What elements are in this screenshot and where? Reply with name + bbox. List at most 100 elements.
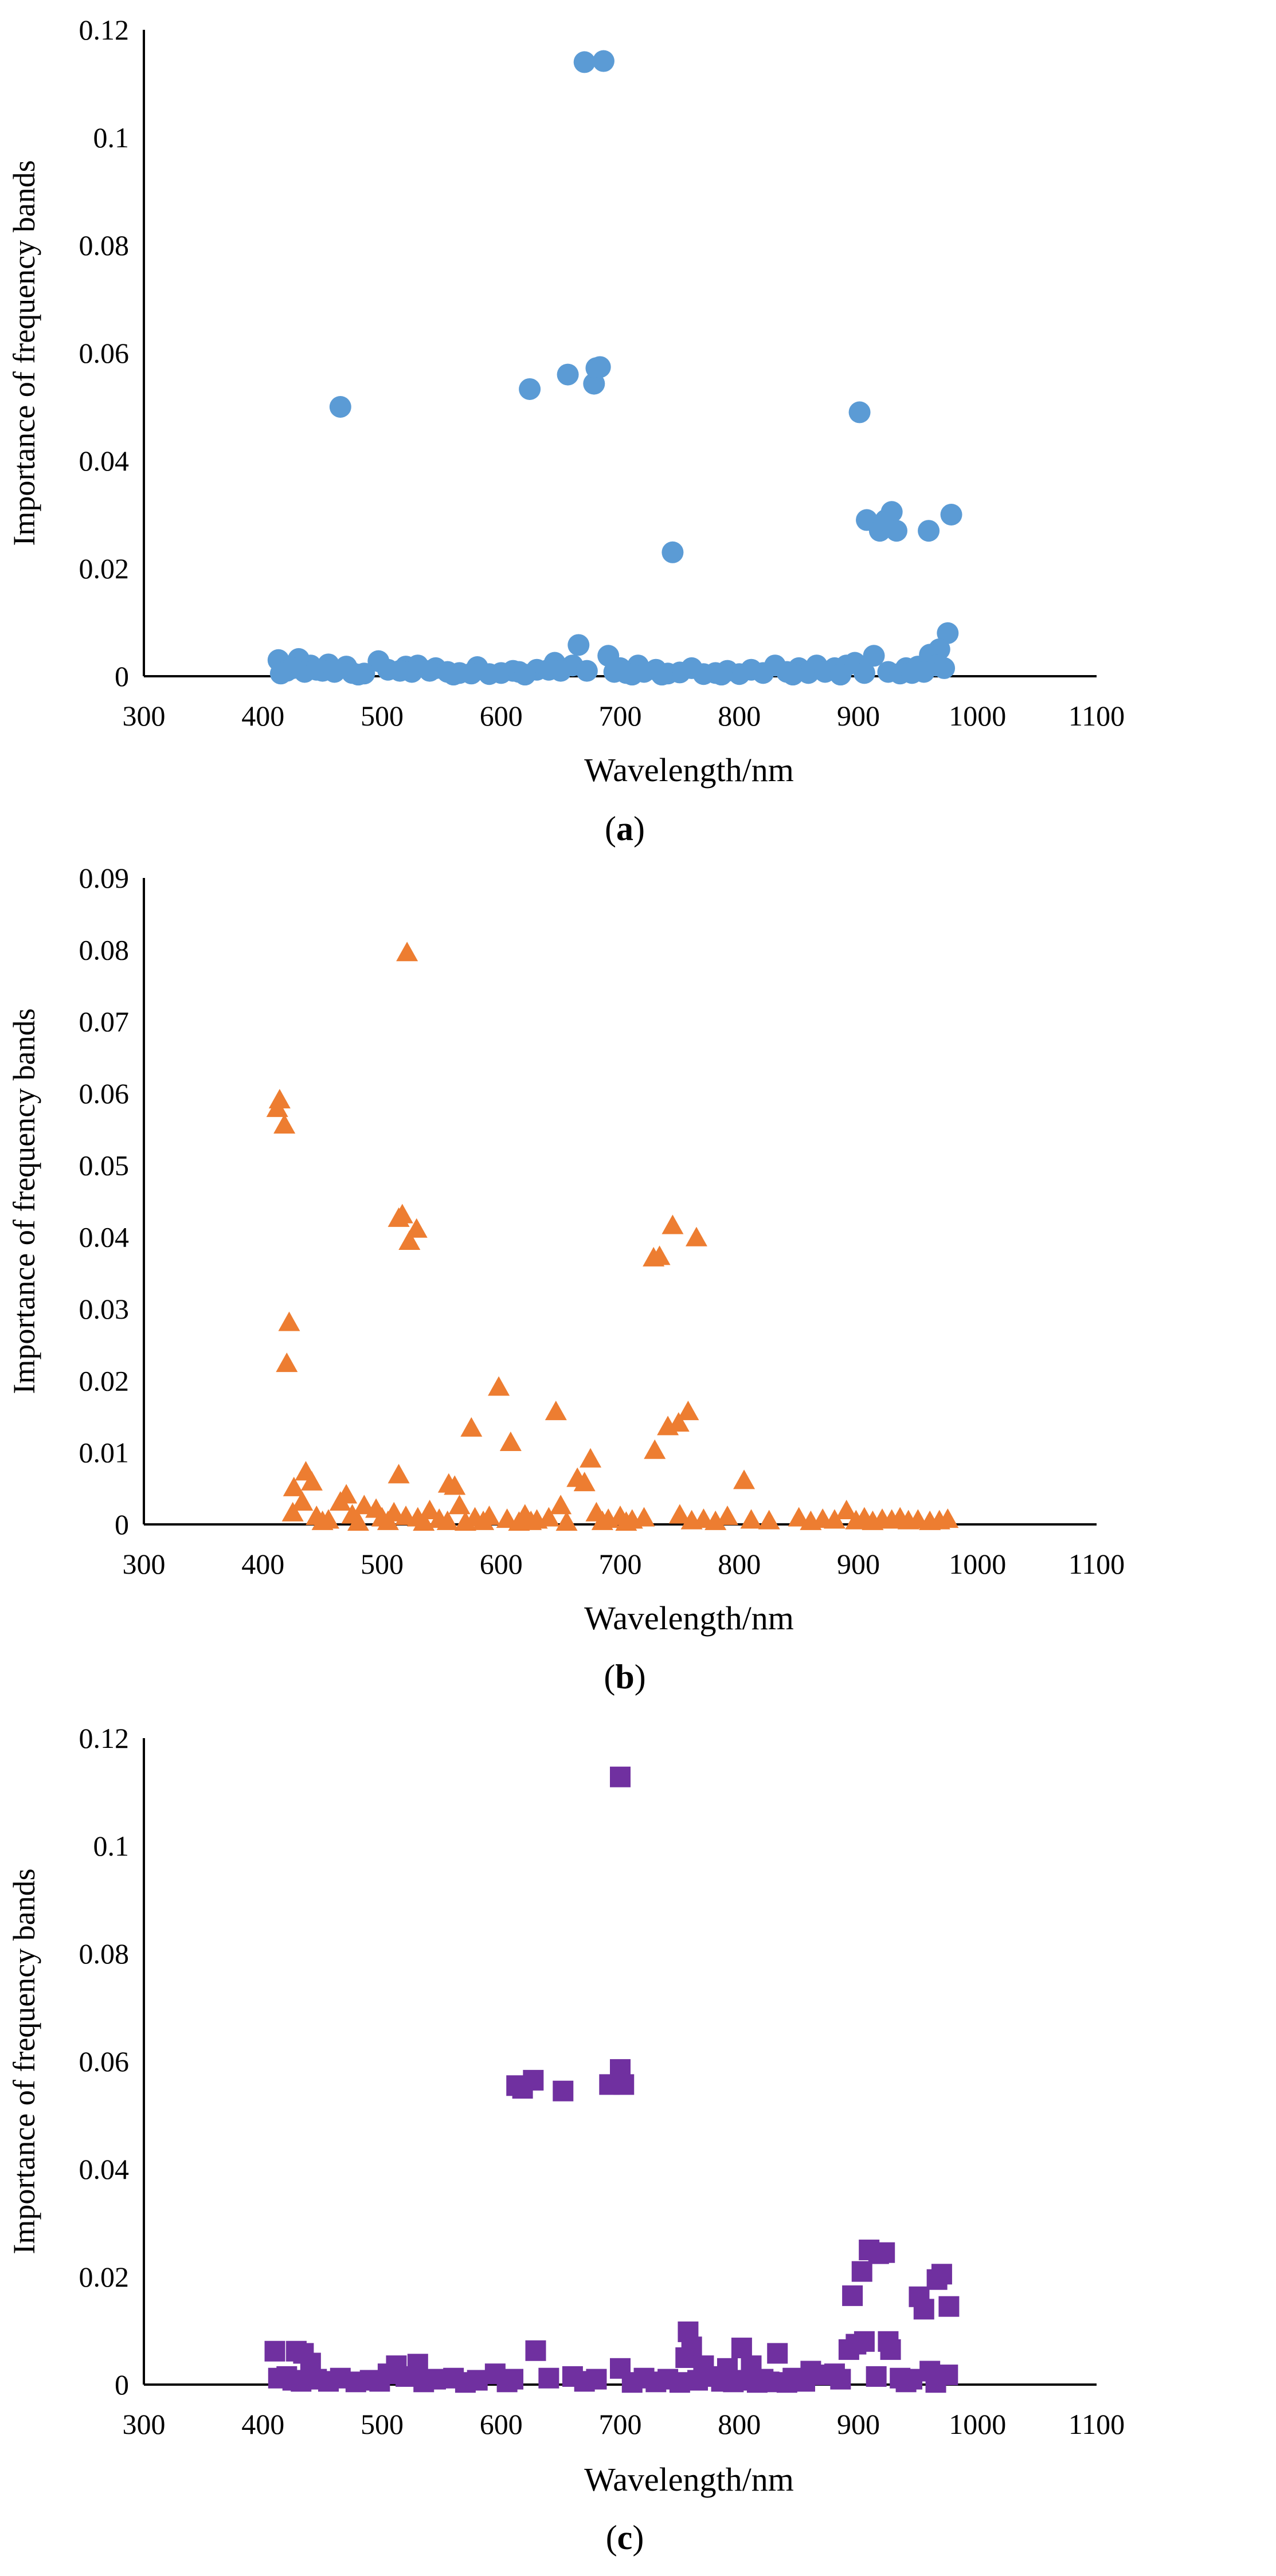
x-tick-label: 500 — [361, 700, 404, 732]
data-point — [866, 2366, 887, 2387]
data-point — [391, 1203, 413, 1224]
chart-panel-c: 0 0.02 0.04 0.06 0.08 0.1 0.12 300 400 500 600 700… — [7, 1722, 1125, 2557]
data-point — [648, 1245, 671, 1265]
data-point — [455, 2372, 476, 2393]
data-point — [550, 660, 572, 682]
data-point — [885, 520, 907, 542]
y-tick-label: 0.12 — [79, 1722, 130, 1754]
data-point — [685, 1226, 707, 1246]
x-tick-label: 400 — [241, 2408, 284, 2440]
data-point — [418, 660, 441, 682]
x-tick-label: 1000 — [949, 2408, 1006, 2440]
data-point — [266, 1097, 288, 1118]
data-point — [347, 664, 369, 686]
data-point — [740, 1509, 762, 1529]
data-point — [662, 541, 684, 563]
data-point — [300, 1471, 323, 1491]
y-tick-label: 0.08 — [79, 1938, 130, 1970]
x-tick-label: 700 — [599, 700, 642, 732]
y-tick-label: 0.1 — [93, 1830, 130, 1862]
data-point — [591, 1510, 613, 1530]
data-point — [291, 1491, 314, 1511]
data-point — [398, 1230, 421, 1250]
data-point — [281, 1501, 304, 1522]
data-point — [767, 2343, 788, 2364]
data-point — [567, 634, 590, 656]
data-point — [928, 1509, 950, 1530]
data-point — [499, 1431, 522, 1451]
chart-panel-a: 0 0.02 0.04 0.06 0.08 0.1 0.12 300 400 500 600 700… — [7, 14, 1125, 848]
x-tick-label: 1100 — [1068, 1548, 1125, 1580]
data-points — [266, 942, 959, 1531]
data-point — [728, 663, 750, 685]
data-point — [615, 1511, 637, 1531]
chart-panel-b: 0 0.01 0.02 0.03 0.04 0.05 0.06 0.07 0.08 0.09 30… — [7, 862, 1125, 1696]
data-point — [788, 1507, 810, 1527]
data-point — [675, 2347, 696, 2368]
data-point — [538, 1507, 560, 1527]
data-point — [651, 664, 673, 686]
data-point — [553, 2080, 574, 2101]
data-point — [680, 1509, 703, 1530]
data-point — [677, 1401, 699, 1421]
data-point — [545, 1401, 567, 1421]
y-axis-label: Importance of frequency bands — [7, 1008, 41, 1394]
data-point — [472, 1510, 495, 1530]
data-point — [782, 664, 804, 686]
y-tick-labels: 0 0.02 0.04 0.06 0.08 0.1 0.12 — [79, 14, 130, 692]
data-point — [925, 2372, 946, 2393]
data-point — [668, 661, 691, 684]
data-point — [668, 1504, 691, 1524]
data-point — [454, 1511, 476, 1531]
data-point — [687, 2370, 709, 2391]
data-point — [835, 1500, 858, 1520]
data-point — [396, 2366, 417, 2387]
y-tick-label: 0 — [115, 660, 129, 692]
y-tick-label: 0.1 — [93, 121, 130, 154]
data-point — [538, 2367, 559, 2389]
data-point — [377, 1510, 399, 1530]
data-point — [926, 2269, 948, 2290]
data-point — [335, 1484, 358, 1504]
data-point — [848, 401, 871, 424]
x-tick-label: 300 — [123, 2408, 166, 2440]
data-point — [938, 2296, 960, 2317]
data-point — [874, 2242, 895, 2263]
x-tick-label: 500 — [361, 1548, 404, 1580]
x-tick-label: 800 — [718, 2408, 761, 2440]
data-point — [401, 661, 423, 683]
data-point — [710, 664, 733, 686]
data-point — [592, 50, 614, 72]
x-tick-label: 300 — [123, 700, 166, 732]
y-tick-label: 0.08 — [79, 934, 130, 966]
data-point — [733, 1469, 756, 1489]
data-point — [345, 2371, 366, 2393]
panel-caption: (a) — [605, 810, 645, 848]
data-point — [396, 942, 418, 962]
data-point — [388, 1464, 410, 1484]
data-point — [347, 1511, 369, 1531]
x-tick-label: 1000 — [949, 1548, 1006, 1580]
data-point — [758, 1509, 780, 1530]
data-point — [880, 501, 903, 523]
data-point — [573, 1472, 596, 1492]
x-tick-labels: 300 400 500 600 700 800 900 1000 1100 — [123, 700, 1125, 732]
data-point — [880, 1509, 903, 1529]
data-point — [853, 662, 875, 684]
data-point — [264, 2340, 285, 2362]
y-tick-label: 0.03 — [79, 1293, 130, 1325]
x-tick-labels: 300 400 500 600 700 800 900 1000 1100 — [123, 1548, 1125, 1580]
x-axis-label: Wavelength/nm — [584, 1599, 794, 1637]
data-point — [405, 1218, 428, 1238]
data-point — [776, 2372, 797, 2393]
data-point — [838, 2339, 859, 2360]
x-tick-label: 900 — [837, 1548, 880, 1580]
data-point — [523, 2069, 544, 2091]
data-point — [621, 2372, 643, 2393]
x-tick-label: 900 — [837, 700, 880, 732]
x-tick-label: 600 — [480, 1548, 523, 1580]
data-point — [621, 664, 643, 686]
data-point — [913, 2299, 934, 2320]
data-point — [460, 662, 483, 685]
data-point — [880, 2339, 901, 2360]
